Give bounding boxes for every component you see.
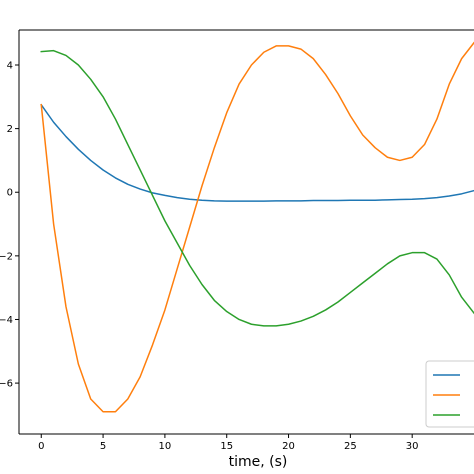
x-tick-label: 20: [282, 441, 295, 452]
x-tick-label: 30: [406, 441, 419, 452]
legend: [425, 360, 474, 428]
x-tick-label: 0: [38, 441, 44, 452]
y-tick-label: −2: [0, 251, 13, 262]
series-line-2: [40, 41, 474, 413]
x-tick-label: 15: [220, 441, 233, 452]
x-axis-label: time, (s): [229, 454, 288, 470]
series-line-3: [40, 49, 474, 327]
x-tick-label: 25: [344, 441, 357, 452]
legend-box: [425, 360, 474, 428]
y-tick-label: −6: [0, 379, 13, 390]
y-tick-label: 0: [7, 188, 13, 199]
x-tick-label: 10: [159, 441, 172, 452]
x-tick-label: 5: [100, 441, 106, 452]
y-tick-label: −4: [0, 315, 13, 326]
y-tick-label: 4: [7, 60, 13, 71]
series-line-1: [40, 103, 474, 202]
y-tick-label: 2: [7, 124, 13, 135]
